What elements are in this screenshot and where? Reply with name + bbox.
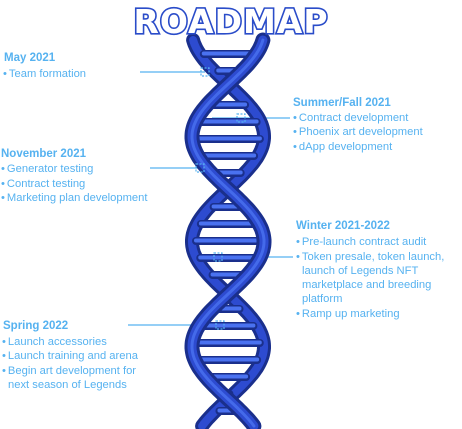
milestone-item: • Contract development [293,112,409,124]
connector-marker [200,67,210,77]
helix-rung-highlight [199,153,257,158]
helix-rung-highlight [201,51,255,56]
milestone-item-continued: next season of Legends [8,379,127,391]
helix-rung-highlight [194,340,262,345]
milestone-heading-may-2021: May 2021 [4,52,56,64]
helix-rung-highlight [197,119,259,124]
connector-marker [195,163,205,173]
milestone-item-continued: launch of Legends NFT [302,265,419,277]
milestone-heading-winter-2021-2022: Winter 2021-2022 [296,220,390,232]
milestone-item: • Contract testing [1,178,86,190]
helix-rung-highlight [194,136,262,141]
helix-rung-highlight [198,221,258,226]
milestone-item: • Begin art development for [2,365,137,377]
connector-marker [215,320,225,330]
connector-marker [236,113,246,123]
helix-rung-highlight [196,357,260,362]
helix-rung-highlight [194,238,262,243]
helix-rung-highlight [198,255,258,260]
page-title: ROADMAP [132,0,329,42]
milestone-item-continued: marketplace and breeding [302,279,432,291]
milestone-heading-spring-2022: Spring 2022 [3,320,69,332]
milestone-item: • dApp development [293,141,393,153]
milestone-item: • Team formation [3,68,87,80]
milestone-item: • Ramp up marketing [296,308,400,320]
milestone-item: • Marketing plan development [1,192,148,204]
milestone-heading-november-2021: November 2021 [1,148,87,160]
helix-rung-highlight [207,374,249,379]
milestone-item: • Launch accessories [2,336,107,348]
milestone-item: • Generator testing [1,163,94,175]
milestone-item: • Launch training and arena [2,350,138,362]
connector-marker [213,252,223,262]
milestone-heading-summer-fall-2021: Summer/Fall 2021 [293,97,391,109]
milestone-item-continued: platform [302,293,343,305]
helix-rung-highlight [200,323,256,328]
helix-front-strand-highlight [190,38,266,428]
milestone-item: • Pre-launch contract audit [296,236,427,248]
milestone-item: • Phoenix art development [293,126,423,138]
milestone-item: • Token presale, token launch, [296,251,445,263]
